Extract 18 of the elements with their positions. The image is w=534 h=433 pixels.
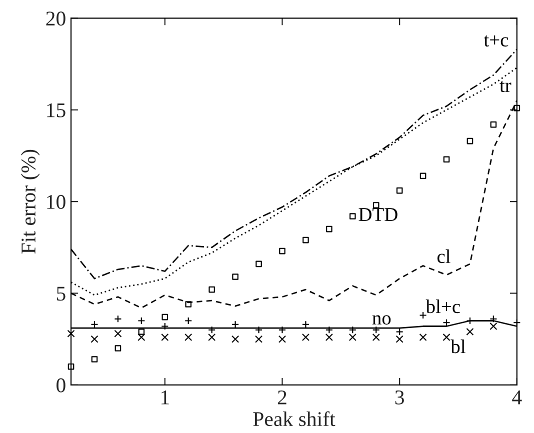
x-tick-label: 4: [512, 390, 522, 404]
series-label: bl+c: [426, 299, 460, 314]
x-tick-label: 2: [278, 390, 286, 404]
y-tick-label: 15: [47, 103, 66, 118]
series-label: t+c: [484, 35, 508, 47]
y-axis-title: Fit error (%): [20, 150, 40, 254]
series-label: bl: [450, 340, 466, 354]
series-label: no: [372, 315, 391, 325]
y-tick-label: 10: [47, 194, 66, 209]
series-label: tr: [500, 80, 512, 92]
y-tick-label: 20: [46, 12, 66, 26]
y-tick-label: 5: [56, 286, 66, 301]
y-tick-label: 0: [56, 378, 66, 392]
x-tick-label: 1: [162, 390, 169, 404]
series-label: cl: [437, 249, 450, 264]
x-axis-title: Peak shift: [253, 411, 336, 426]
series-label: DTD: [358, 208, 398, 221]
x-tick-label: 3: [395, 390, 404, 404]
